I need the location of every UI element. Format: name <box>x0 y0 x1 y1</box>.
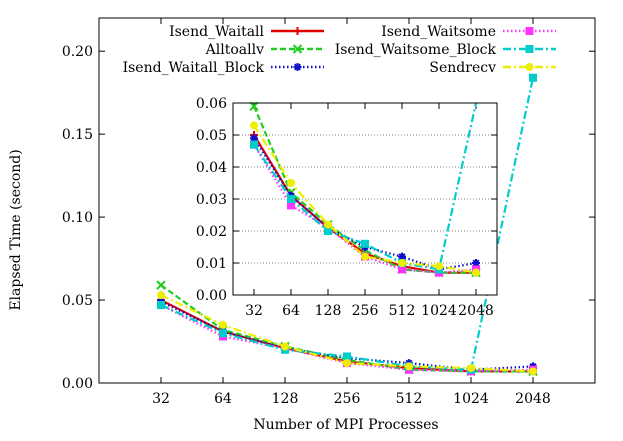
legend-label: Isend_Waitsome_Block <box>335 42 497 58</box>
main-data-point <box>467 364 475 373</box>
y-axis-title: Elapsed Time (second) <box>8 149 24 310</box>
main-data-point <box>529 73 537 82</box>
main-data-point <box>156 280 166 290</box>
inset-x-tick-label: 32 <box>245 303 263 319</box>
main-data-point <box>157 291 165 300</box>
legend-item: Isend_Waitall <box>169 24 324 40</box>
legend-label: Isend_Waitsome <box>381 24 496 40</box>
inset-data-point <box>361 252 369 261</box>
legend-label: Alltoallv <box>205 42 264 58</box>
legend: Isend_Waitall Alltoallv Isend_Waitall_Bloc… <box>123 24 556 76</box>
inset-data-point <box>398 259 406 267</box>
main-x-tick-label: 1024 <box>453 391 489 407</box>
legend-marker <box>525 27 534 35</box>
legend-item: Sendrecv <box>429 60 556 76</box>
legend-marker <box>525 63 534 71</box>
inset-y-tick-label: 0.01 <box>196 256 227 272</box>
legend-marker <box>293 27 302 35</box>
main-x-tick-label: 64 <box>214 391 232 407</box>
main-y-tick-label: 0.20 <box>62 44 93 60</box>
inset-data-point <box>435 262 443 271</box>
main-data-point <box>219 329 227 338</box>
main-x-tick-label: 2048 <box>515 391 551 407</box>
inset-y-tick-label: 0.04 <box>196 160 227 176</box>
legend-label: Isend_Waitall_Block <box>123 60 265 76</box>
main-data-point <box>343 359 351 368</box>
inset-data-point <box>250 121 258 130</box>
inset-x-tick-label: 256 <box>352 303 379 319</box>
inset-data-point <box>398 252 406 261</box>
inset-y-tick-label: 0.00 <box>196 288 227 304</box>
inset-y-tick-label: 0.03 <box>196 192 227 208</box>
main-data-point <box>157 301 165 310</box>
inset-y-tick-label: 0.05 <box>196 128 227 144</box>
main-y-tick-label: 0.10 <box>62 210 93 226</box>
legend-label: Isend_Waitall <box>169 24 264 40</box>
inset-data-point <box>250 140 258 149</box>
main-data-point <box>281 342 289 351</box>
inset-x-tick-label: 128 <box>315 303 342 319</box>
inset-data-point <box>287 201 295 210</box>
inset-data-point <box>398 265 406 274</box>
inset-x-tick-label: 2048 <box>458 303 494 319</box>
inset-data-point <box>287 179 295 187</box>
legend-item: Isend_Waitsome_Block <box>335 42 556 58</box>
inset-data-point <box>287 195 295 203</box>
inset-plot-frame <box>232 102 498 296</box>
inset-x-tick-label: 64 <box>282 303 300 319</box>
inset-data-point <box>324 227 332 235</box>
inset-data-point <box>472 259 480 267</box>
legend-marker <box>293 63 302 71</box>
legend-marker <box>525 45 534 53</box>
legend-label: Sendrecv <box>429 60 496 76</box>
main-data-point <box>343 352 351 361</box>
main-data-point <box>219 320 227 329</box>
inset-data-point <box>472 268 480 277</box>
x-axis-title: Number of MPI Processes <box>253 417 438 433</box>
legend-item: Alltoallv <box>205 42 324 58</box>
main-y-tick-label: 0.05 <box>62 293 93 309</box>
legend-item: Isend_Waitall_Block <box>123 60 324 76</box>
inset-y-tick-label: 0.02 <box>196 224 227 240</box>
main-y-tick-label: 0.15 <box>62 127 93 143</box>
main-x-tick-label: 256 <box>334 391 361 407</box>
inset-y-tick-label: 0.06 <box>196 96 227 112</box>
inset-data-point <box>249 101 259 111</box>
inset-x-tick-label: 1024 <box>421 303 457 319</box>
inset-x-tick-label: 512 <box>389 303 416 319</box>
main-data-point <box>529 367 537 376</box>
inset-data-point <box>361 239 369 248</box>
inset-plot: 0.00 0.01 0.02 0.03 0.04 0.05 0.06 32 64 128 256 51… <box>196 96 498 319</box>
main-y-tick-label: 0.00 <box>62 376 93 392</box>
main-x-tick-label: 512 <box>396 391 423 407</box>
main-plot-frame <box>98 17 596 384</box>
main-x-tick-label: 128 <box>272 391 299 407</box>
inset-data-point <box>250 134 258 143</box>
legend-item: Isend_Waitsome <box>381 24 556 40</box>
inset-data-point <box>324 220 332 229</box>
main-x-tick-label: 32 <box>152 391 170 407</box>
legend-marker <box>292 44 303 54</box>
main-data-point <box>405 362 413 371</box>
